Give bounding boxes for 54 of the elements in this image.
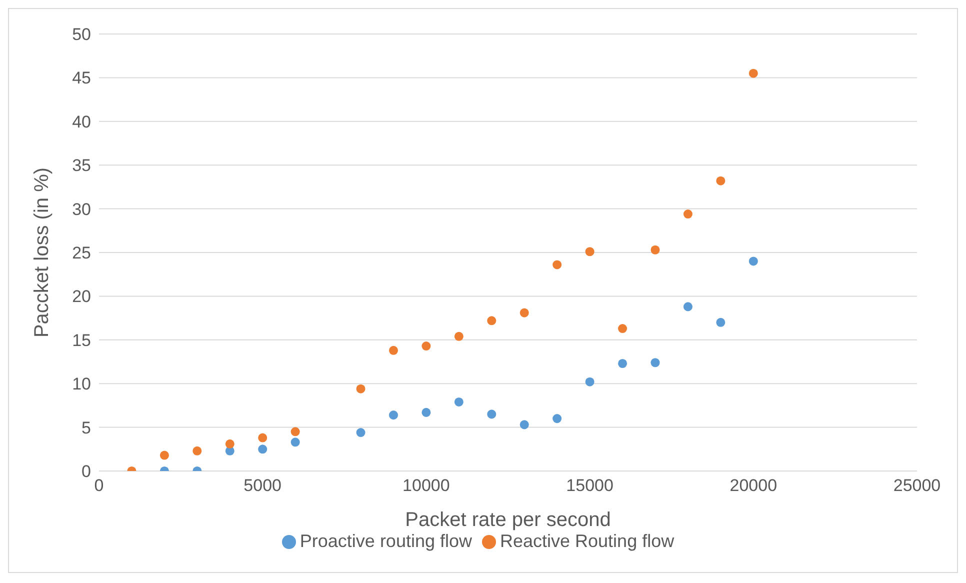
point [160,450,169,460]
y-tick-label: 25 [72,244,91,263]
point [388,410,398,420]
point [356,384,366,394]
point [388,346,398,355]
point [585,377,594,386]
x-tick-label: 25000 [893,476,941,496]
y-tick-label: 5 [82,418,91,438]
point [683,210,692,219]
point [258,433,268,442]
point [454,332,464,341]
point [552,260,562,270]
x-tick-label: 5000 [244,476,282,496]
point [716,318,726,327]
y-tick-label: 0 [82,462,91,482]
point [520,420,529,430]
y-tick-label: 20 [72,287,91,306]
point [748,256,758,266]
x-axis-title: Packet rate per second [405,509,611,531]
y-tick-label: 35 [72,156,91,176]
point [650,358,660,368]
point [422,342,431,351]
point [356,428,366,438]
legend-label: Proactive routing flow [300,531,472,551]
point [618,358,628,368]
y-tick-label: 50 [72,25,91,44]
point [650,245,660,254]
point [748,68,758,78]
point [487,316,496,326]
x-tick-label: 20000 [730,476,778,496]
point [454,397,464,406]
x-tick-label: 15000 [566,476,614,496]
point [716,176,726,186]
point [192,446,202,456]
x-tick-label: 0 [94,476,104,496]
y-axis-title: Paccket loss (in %) [31,167,54,338]
point [290,427,300,436]
y-tick-label: 15 [72,330,91,350]
point [422,408,431,417]
point [618,324,628,334]
y-tick-label: 30 [72,200,91,219]
x-tick-label: 10000 [402,476,450,496]
point [225,439,234,448]
y-tick-label: 45 [72,68,91,88]
y-tick-label: 10 [72,374,91,394]
point [552,414,562,424]
point [290,438,300,447]
point [258,444,268,454]
point [585,247,594,256]
legend-label: Reactive Routing flow [500,531,674,551]
y-tick-label: 40 [72,112,91,132]
point [683,302,692,312]
point [487,410,496,419]
point [520,308,529,318]
